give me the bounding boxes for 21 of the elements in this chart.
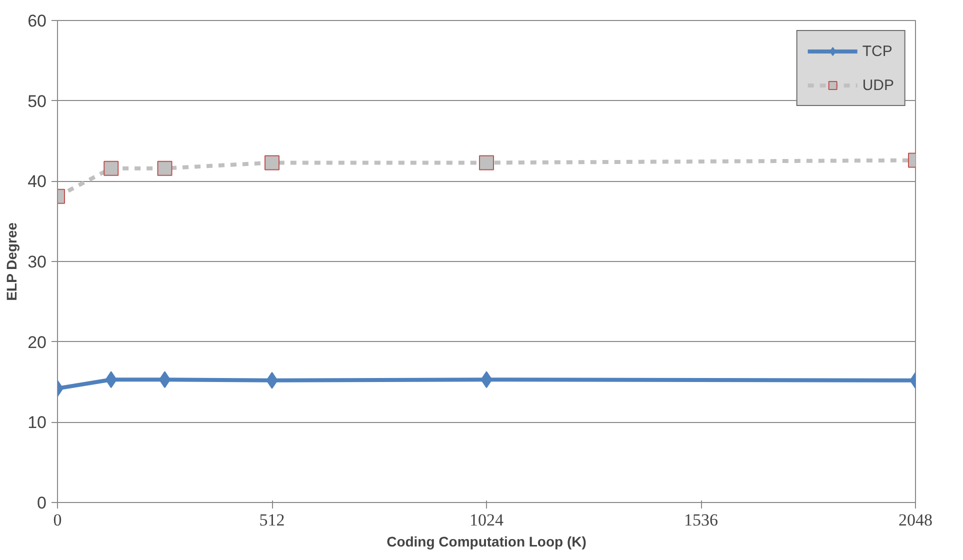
- point: [264, 155, 280, 170]
- y-tick-label: 40: [28, 172, 47, 192]
- point: [104, 160, 119, 176]
- x-tick-label: 2048: [898, 510, 932, 530]
- y-tick-label: 60: [28, 12, 47, 30]
- x-tick-label: 0: [53, 510, 62, 530]
- y-tick-label: 0: [37, 494, 47, 512]
- y-tick-label: 30: [28, 252, 47, 272]
- x-axis-title: Coding Computation Loop (K): [386, 534, 586, 550]
- x-tick-label: 512: [259, 510, 285, 530]
- y-tick-label: 50: [28, 92, 47, 111]
- point: [479, 155, 494, 170]
- point: [157, 160, 172, 176]
- legend-label: TCP: [862, 42, 892, 60]
- y-tick-label: 20: [28, 332, 47, 352]
- y-axis-title: ELP Degree: [4, 222, 20, 301]
- x-tick-label: 1536: [684, 510, 718, 530]
- legend-label: UDP: [862, 76, 894, 94]
- y-tick-label: 10: [28, 413, 47, 432]
- x-tick-label: 1024: [470, 510, 504, 530]
- point: [158, 371, 171, 388]
